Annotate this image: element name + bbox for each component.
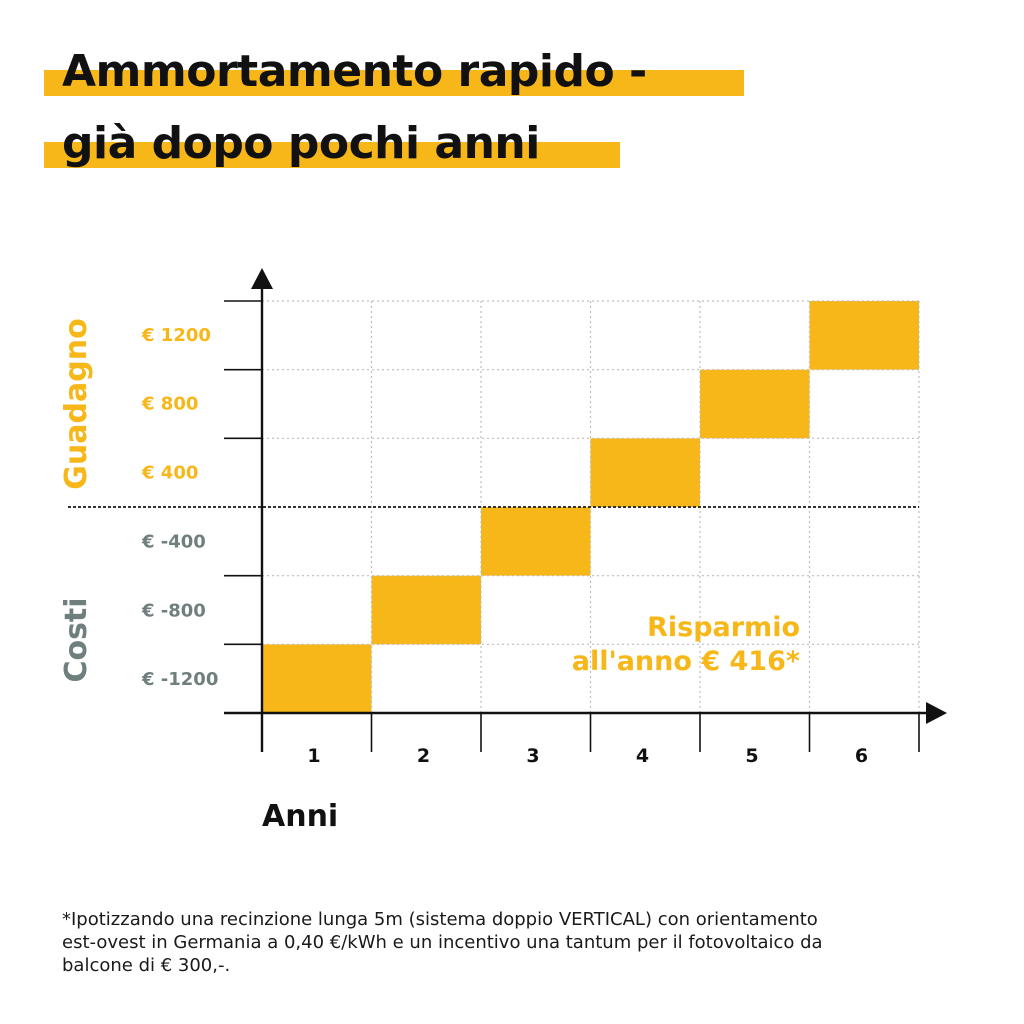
y-tick-label: € 400 [141,462,198,483]
title-highlight-2 [44,142,620,168]
x-tick-label: 3 [526,745,539,767]
bar-year-3 [481,507,591,576]
x-tick-label: 5 [745,745,758,767]
annotation-line-1: Risparmio [647,612,800,643]
y-tick-label: € 1200 [141,325,211,346]
bar-year-1 [262,644,372,713]
x-tick-label: 6 [855,745,868,767]
y-axis-arrow [251,268,273,289]
bar-year-5 [700,369,810,439]
x-tick-label: 4 [636,745,649,767]
title-highlight-1 [44,70,744,96]
bar-year-6 [809,301,919,370]
footnote: *Ipotizzando una recinzione lunga 5m (si… [62,909,823,976]
region-label-costs: Costi [59,597,94,682]
x-axis-title: Anni [262,799,338,834]
bar-year-4 [590,438,700,507]
y-tick-label: € -400 [141,532,206,553]
y-tick-label: € -1200 [141,669,218,690]
region-label-gain: Guadagno [59,318,94,489]
title-line-2: già dopo pochi anni [44,112,620,176]
y-tick-label: € -800 [141,600,206,621]
bar-year-2 [371,575,481,645]
title-text-1: Ammortamento rapido - [62,46,647,97]
title-line-1: Ammortamento rapido - [44,40,744,104]
x-axis-arrow [926,702,947,724]
x-tick-label: 1 [307,745,320,767]
annotation-line-2: all'anno € 416* [572,646,800,677]
title-text-2: già dopo pochi anni [62,118,540,169]
x-tick-label: 2 [417,745,430,767]
y-tick-label: € 800 [141,394,198,415]
payback-chart: € 1200 € 800 € 400 € -400 € -800 € -1200 1 2 3 4 5… [59,268,947,834]
